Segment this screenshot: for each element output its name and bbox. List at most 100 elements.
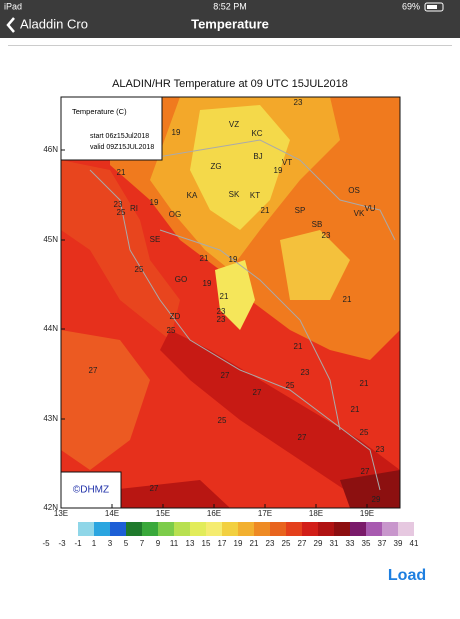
map-point-label: 23 [376, 445, 385, 454]
map-region [61, 330, 150, 470]
status-battery: 69% [402, 1, 420, 11]
colorbar-label: -5 [42, 539, 50, 548]
colorbar-label: 29 [314, 539, 323, 548]
back-button[interactable]: Aladdin Cro [20, 16, 88, 31]
colorbar-label: 5 [124, 539, 129, 548]
nav-title: Temperature [191, 16, 269, 31]
map-point-label: OG [169, 210, 181, 219]
load-button[interactable]: Load [388, 567, 426, 584]
map-region [280, 230, 350, 300]
map-point-label: 23 [217, 315, 226, 324]
map-region [110, 480, 230, 508]
colorbar-label: 17 [218, 539, 227, 548]
colorbar-label: 41 [410, 539, 419, 548]
colorbar-cell [350, 522, 366, 536]
map-point-label: SE [150, 235, 161, 244]
map-point-label: VT [282, 158, 292, 167]
map-point-label: 21 [261, 206, 270, 215]
map-point-label: 23 [217, 307, 226, 316]
map-point-label: 27 [150, 484, 159, 493]
map-point-label: 27 [361, 467, 370, 476]
map: Temperature (C) start 06z15Jul2018 valid… [60, 96, 401, 509]
colorbar-cell [382, 522, 398, 536]
map-point-label: 23 [294, 98, 303, 107]
back-chevron[interactable] [6, 17, 15, 33]
map-point-label: KC [251, 129, 262, 138]
map-point-label: GO [175, 275, 187, 284]
colorbar-cell [110, 522, 126, 536]
map-point-label: ZD [170, 312, 181, 321]
map-point-label: 19 [203, 279, 212, 288]
colorbar-label: 27 [298, 539, 307, 548]
credit-box [60, 471, 122, 509]
map-point-label: 21 [343, 295, 352, 304]
border [159, 229, 341, 431]
lon-label: 17E [258, 509, 272, 518]
map-point-label: 25 [135, 265, 144, 274]
lat-label: 46N [43, 145, 58, 154]
map-region [215, 260, 255, 330]
colorbar-label: -1 [74, 539, 82, 548]
map-point-label: SK [229, 190, 240, 199]
map-point-label: 27 [298, 433, 307, 442]
colorbar-label: 13 [186, 539, 195, 548]
colorbar-cell [318, 522, 334, 536]
map-region [190, 105, 290, 230]
map-point-label: 25 [360, 428, 369, 437]
lon-label: 14E [105, 509, 119, 518]
top-bar [0, 0, 460, 38]
colorbar-cell [142, 522, 158, 536]
map-point-label: 19 [229, 255, 238, 264]
colorbar-cell [302, 522, 318, 536]
lon-label: 19E [360, 509, 374, 518]
colorbar-label: 37 [378, 539, 387, 548]
lat-label: 43N [43, 414, 58, 423]
status-time: 8:52 PM [213, 1, 247, 11]
colorbar-cell [238, 522, 254, 536]
map-point-label: 21 [351, 405, 360, 414]
colorbar-label: 15 [202, 539, 211, 548]
colorbar-cell [286, 522, 302, 536]
legend-title: Temperature (C) [72, 107, 127, 116]
map-point-label: 19 [172, 128, 181, 137]
map-point-label: 23 [301, 368, 310, 377]
map-point-label: VK [354, 209, 365, 218]
colorbar-label: 9 [156, 539, 161, 548]
colorbar-cell [94, 522, 110, 536]
map-point-label: 27 [221, 371, 230, 380]
map-point-label: VU [364, 204, 375, 213]
colorbar-cell [366, 522, 382, 536]
colorbar-label: 3 [108, 539, 113, 548]
map-point-label: 25 [117, 208, 126, 217]
colorbar-label: 19 [234, 539, 243, 548]
colorbar-cell [334, 522, 350, 536]
colorbar-cell [254, 522, 270, 536]
legend-box [60, 96, 163, 161]
lat-label: 42N [43, 503, 58, 512]
map-point-label: VZ [229, 120, 239, 129]
map-point-label: ZG [210, 162, 221, 171]
battery-icon [424, 2, 444, 12]
map-point-label: 21 [200, 254, 209, 263]
colorbar-cell [78, 522, 94, 536]
map-point-label: 21 [220, 292, 229, 301]
colorbar-cell [398, 522, 414, 536]
credit: ©DHMZ [73, 485, 109, 496]
map-point-label: 21 [294, 342, 303, 351]
battery-level [427, 5, 437, 9]
colorbar-label: 1 [92, 539, 97, 548]
colorbar-cell [174, 522, 190, 536]
map-point-label: 25 [167, 326, 176, 335]
colorbar-cell [206, 522, 222, 536]
map-point-label: SB [312, 220, 323, 229]
map-point-label: 29 [372, 495, 381, 504]
lon-label: 15E [156, 509, 170, 518]
colorbar-cell [126, 522, 142, 536]
colorbar-label: 33 [346, 539, 355, 548]
lon-label: 13E [54, 509, 68, 518]
colorbar-label: -3 [58, 539, 66, 548]
colorbar-label: 23 [266, 539, 275, 548]
map-point-label: BJ [253, 152, 262, 161]
colorbar-cell [270, 522, 286, 536]
